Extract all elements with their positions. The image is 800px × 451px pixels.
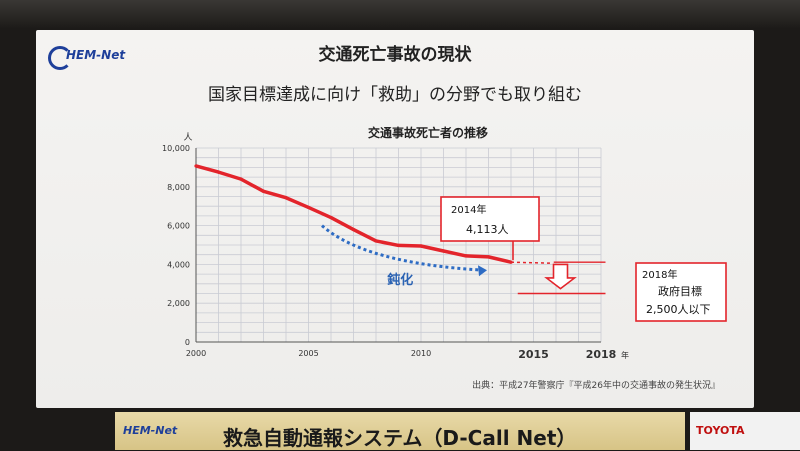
slide-title: 交通死亡事故の現状 — [318, 45, 472, 65]
data-point — [284, 196, 288, 200]
down-arrow-icon — [544, 263, 577, 290]
target-callout-box — [635, 262, 727, 322]
trend-arrow — [321, 224, 485, 272]
source-credit: 出典：平成27年警察庁『平成26年中の交通事故の発生状況』 — [472, 381, 720, 391]
toyota-brand: TOYOTA — [696, 424, 745, 437]
data-point — [464, 254, 468, 258]
x-axis-unit: 年 — [621, 350, 629, 360]
y-tick-label: 4,000 — [167, 260, 190, 269]
hem-net-logo: HEM-Net — [48, 44, 138, 70]
chart-title: 交通事故死亡者の推移 — [368, 125, 488, 140]
y-tick-label: 2,000 — [167, 299, 190, 308]
logo-text: HEM-Net — [66, 48, 126, 62]
callout-2014-value: 4,113人 — [466, 223, 509, 236]
y-tick-label: 8,000 — [167, 183, 190, 192]
data-point — [374, 239, 378, 243]
data-point — [306, 205, 311, 210]
banner-logo: HEM-Net — [123, 424, 178, 437]
data-point — [396, 243, 401, 248]
data-point — [261, 189, 266, 193]
x-tick-label: 2005 — [298, 349, 318, 358]
data-point — [329, 215, 333, 220]
callout-2014-year: 2014年 — [451, 203, 486, 216]
presentation-screen: HEM-Net 交通死亡事故の現状 国家目標達成に向け「救助」の分野でも取り組む… — [36, 30, 754, 408]
trend-label: 鈍化 — [387, 272, 413, 288]
target-callout-line1: 政府目標 — [658, 284, 702, 298]
x-tick-label: 2018 — [586, 348, 617, 361]
data-point — [351, 227, 356, 232]
stage-backdrop — [0, 0, 800, 28]
y-tick-label: 6,000 — [167, 222, 190, 231]
data-point — [194, 164, 198, 168]
trend-arrowhead — [478, 265, 487, 277]
logo-ring-icon — [48, 46, 72, 70]
x-tick-label: 2010 — [411, 349, 431, 358]
data-point — [486, 255, 491, 259]
projection-dashed-line — [510, 261, 552, 264]
data-point — [239, 177, 243, 181]
target-callout-line2: 2,500人以下 — [646, 303, 711, 316]
data-point — [419, 244, 423, 248]
y-tick-label: 10,000 — [162, 144, 190, 153]
banner-title: 救急自動通報システム（D-Call Net） — [223, 426, 577, 450]
booth-banner: HEM-Net 救急自動通報システム（D-Call Net） — [115, 412, 685, 450]
y-axis-unit: 人 — [183, 132, 192, 143]
target-callout-year: 2018年 — [642, 268, 677, 281]
slide-subtitle: 国家目標達成に向け「救助」の分野でも取り組む — [208, 85, 582, 105]
data-point — [216, 170, 221, 174]
callout-2014-box — [440, 196, 540, 242]
x-tick-label: 2015 — [518, 348, 549, 361]
data-point — [441, 249, 446, 253]
y-tick-label: 0 — [185, 338, 190, 347]
banner-brand-panel: TOYOTA — [690, 412, 800, 450]
x-tick-label: 2000 — [186, 349, 206, 358]
